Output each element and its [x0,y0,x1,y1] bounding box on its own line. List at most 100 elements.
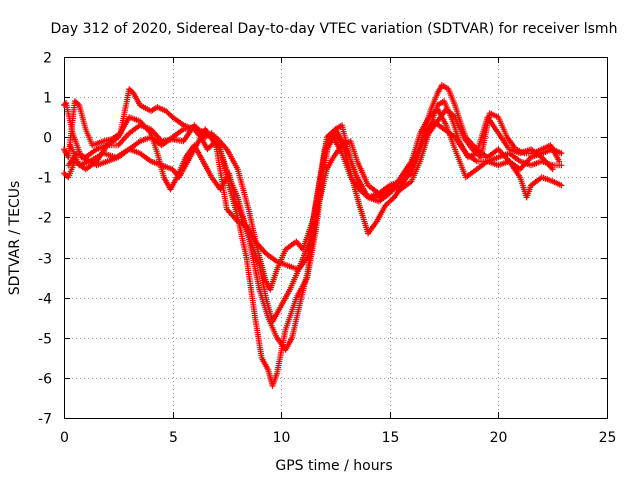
data-point-marks [417,115,431,137]
data-point-marks [176,148,197,181]
data-point-marks [558,162,565,169]
data-point-marks [506,150,522,164]
data-point-marks [547,142,562,163]
data-point-marks [67,142,82,167]
y-tick-label: -3 [38,252,52,268]
data-point-marks [452,114,466,139]
data-point-marks [256,262,269,299]
data-point-marks [158,162,174,172]
data-point-marks [232,198,245,219]
data-point-marks [137,118,153,135]
data-point-marks [558,182,565,189]
data-point-marks [113,147,131,161]
data-point-marks [538,158,554,168]
data-point-marks [61,170,70,179]
data-point-marks [137,102,153,114]
data-point-marks [76,102,89,131]
y-tick-label: 1 [43,91,52,107]
data-point-marks [347,174,362,191]
data-point-marks [263,250,279,264]
data-point-marks [115,116,132,141]
data-point-marks [452,134,468,155]
data-point-marks [87,151,105,165]
data-point-marks [273,258,289,268]
x-axis-label: GPS time / hours [275,458,392,474]
data-point-marks [267,268,280,293]
data-point-marks [306,188,321,245]
data-point-marks [304,216,319,261]
data-point-marks [397,168,414,189]
data-point-marks [147,126,164,143]
x-tick-label: 15 [382,430,400,446]
data-point-marks [397,179,413,193]
grid-lines [64,57,607,418]
data-point-marks [347,138,360,163]
data-point-marks [252,238,268,255]
data-point-marks [167,176,179,193]
data-point-marks [258,354,271,372]
data-point-marks [365,194,381,204]
data-point-marks [147,158,163,168]
x-tick-label: 0 [60,430,69,446]
data-point-marks [147,130,160,155]
data-point-marks [71,98,81,107]
data-point-marks [273,328,289,377]
data-point-marks [452,146,468,179]
data-point-marks [154,104,168,114]
data-point-marks [226,170,239,203]
data-point-marks [256,286,271,319]
data-point-marks [356,202,371,235]
data-point-marks [382,195,396,209]
data-point-marks [65,100,78,161]
data-point-marks [428,92,440,113]
data-point-marks [365,182,381,196]
y-tick-label: 2 [43,51,52,67]
data-point-marks [137,150,153,164]
x-tick-label: 25 [599,430,617,446]
data-point-marks [282,336,295,353]
data-point-marks [243,222,258,243]
y-tick-label: -5 [38,332,52,348]
y-tick-label: -2 [38,211,52,227]
data-point-marks [200,158,214,179]
data-point-marks [284,262,300,272]
y-tick-label: -7 [38,412,52,428]
data-point-marks [528,175,544,189]
data-point-marks [202,126,218,147]
data-point-marks [163,108,175,119]
data-point-marks [486,110,500,120]
data-point-marks [347,158,362,187]
data-point-marks [126,86,136,95]
data-point-marks [115,131,131,149]
data-point-marks [282,296,299,333]
data-point-marks [289,308,302,341]
data-point-marks [506,146,522,156]
data-point-marks [523,184,534,201]
data-point-marks [549,178,563,188]
data-point-marks [278,288,292,309]
data-point-marks [408,136,425,173]
data-point-marks [528,146,544,160]
data-point-marks [504,134,518,151]
data-point-marks [339,139,352,149]
x-tick-label: 10 [273,430,291,446]
data-point-marks [339,150,353,179]
data-point-marks [323,156,336,173]
data-point-marks [293,276,310,301]
data-point-marks [330,144,344,161]
plot-frame [64,57,608,419]
data-point-marks [462,150,479,164]
y-tick-label: -4 [38,292,52,308]
data-point-marks [430,118,446,132]
data-point-marks [528,159,543,169]
data-point-marks [269,304,284,325]
data-point-marks [473,116,490,157]
data-point-marks [93,142,109,153]
data-point-marks [419,120,435,141]
data-point-marks [213,142,230,211]
data-point-marks [76,159,92,169]
data-point-marks [332,123,344,133]
data-point-marks [169,114,185,127]
data-point-marks [517,158,533,168]
data-point-marks [484,114,501,135]
